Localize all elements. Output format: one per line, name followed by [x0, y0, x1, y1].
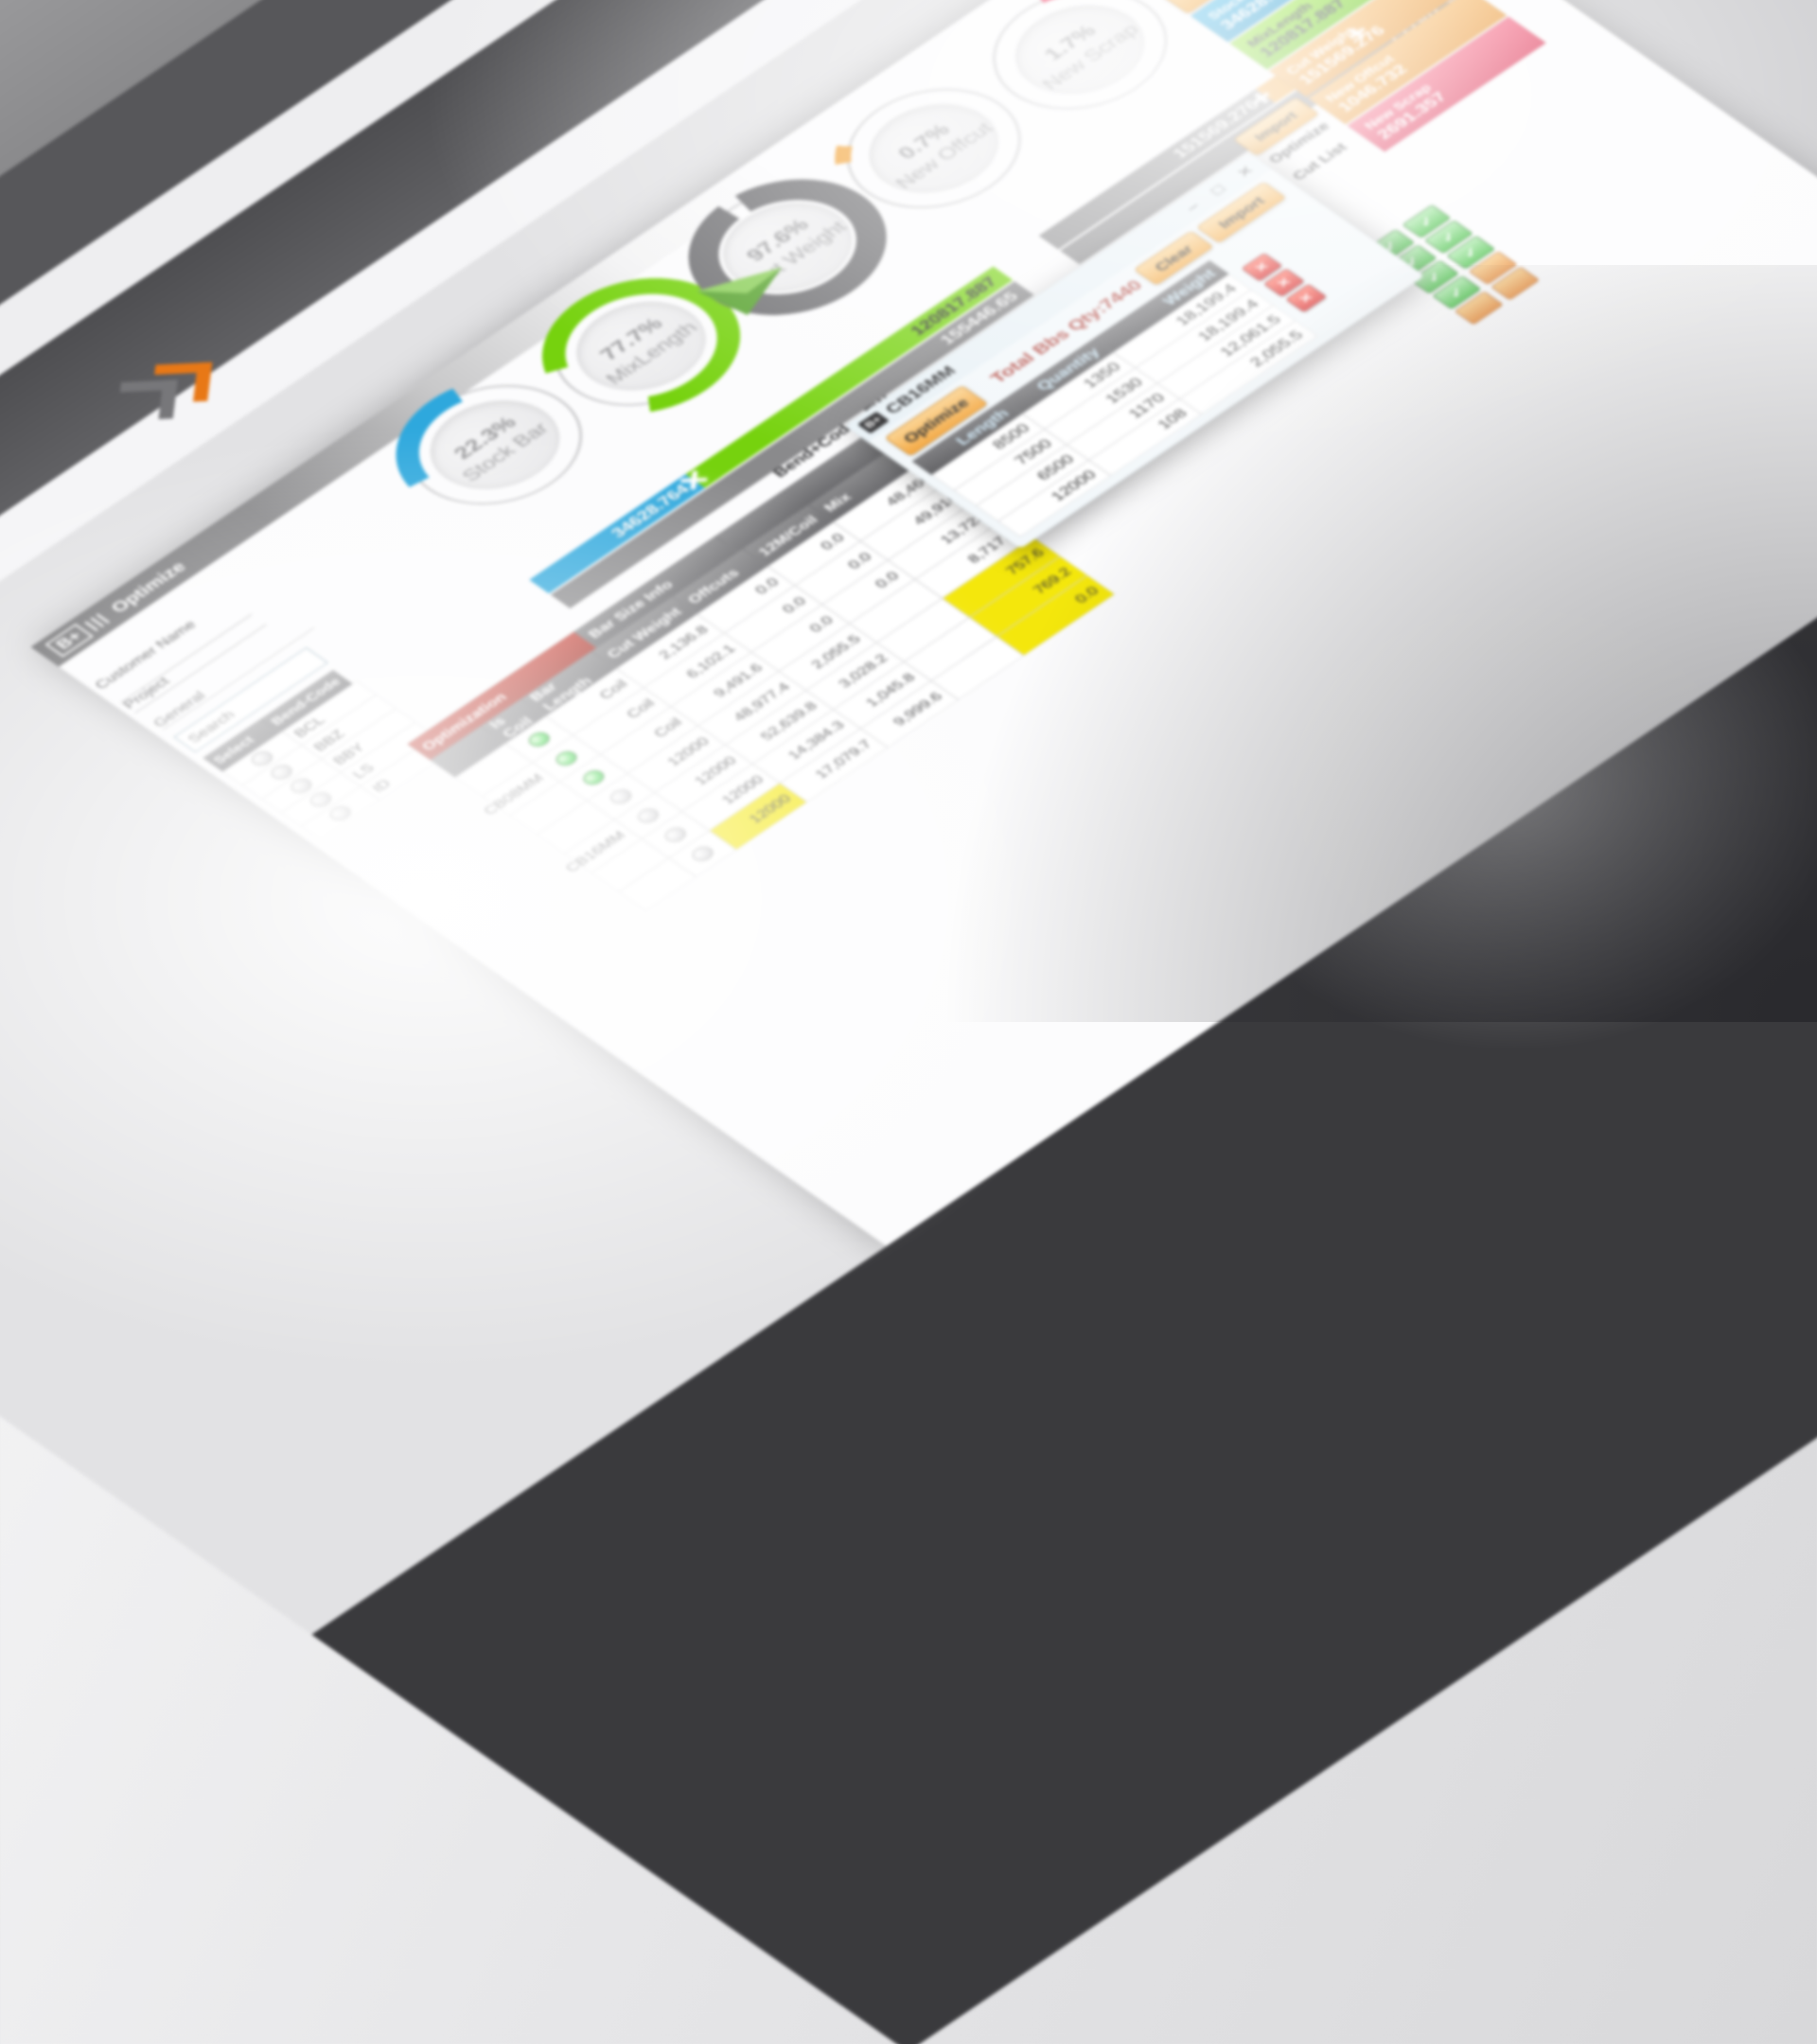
close-icon[interactable]: ✕ [1232, 162, 1258, 181]
app-logo-bars: ||| [81, 610, 114, 632]
is-coil-led-icon [606, 786, 636, 807]
select-led-icon[interactable] [326, 802, 356, 824]
minimize-icon[interactable]: – [1181, 199, 1203, 215]
is-coil-led-icon [578, 766, 609, 788]
dialog-logo: B+ [856, 411, 890, 434]
is-coil-led-icon [524, 729, 555, 750]
is-coil-led-icon [551, 748, 582, 769]
maximize-icon[interactable]: □ [1207, 182, 1229, 198]
chevron-icon [150, 361, 213, 404]
is-coil-led-icon [687, 843, 718, 865]
is-coil-led-icon [633, 805, 663, 826]
is-coil-led-icon [661, 824, 691, 845]
